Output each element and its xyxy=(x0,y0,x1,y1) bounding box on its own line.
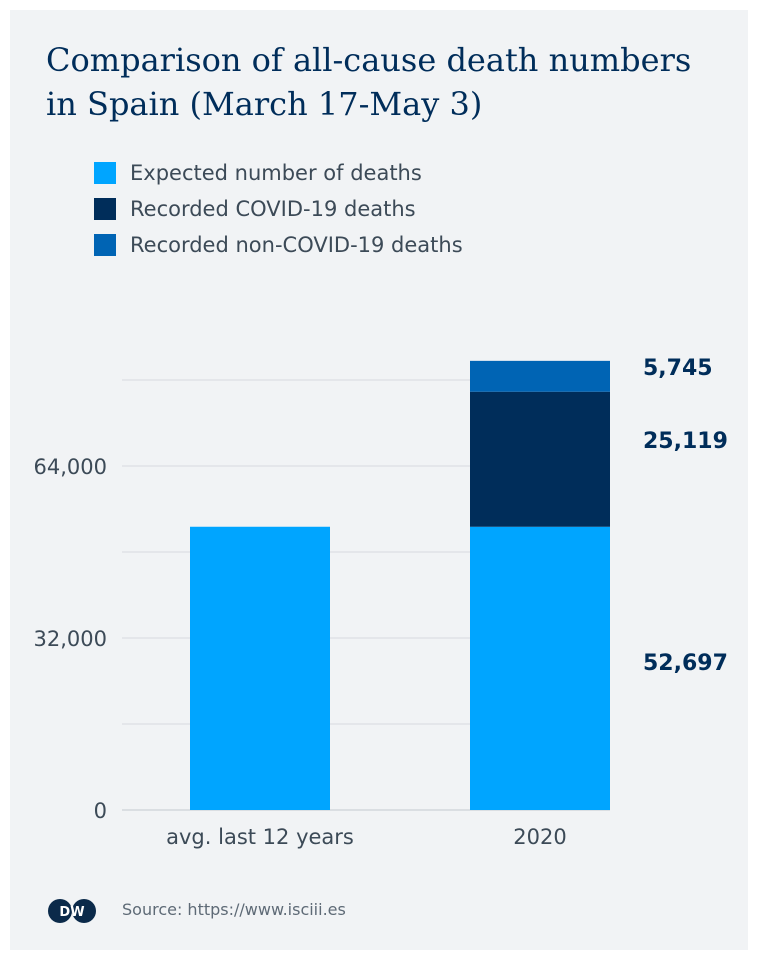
y-tick-label: 32,000 xyxy=(34,627,107,651)
bar-segment-2020-0 xyxy=(470,526,610,810)
source-note: Source: https://www.isciii.es xyxy=(122,900,346,919)
y-tick-label: 64,000 xyxy=(34,455,107,479)
data-label: 25,119 xyxy=(643,429,728,454)
dw-logo-text: DW xyxy=(59,905,84,920)
bar-segment-avg-0 xyxy=(190,526,330,810)
bar-segment-2020-1 xyxy=(470,391,610,527)
x-tick-label: 2020 xyxy=(513,825,566,849)
data-label: 5,745 xyxy=(643,356,713,381)
y-tick-label: 0 xyxy=(94,799,107,823)
chart-title: Comparison of all-cause death numbers in… xyxy=(46,41,692,123)
x-tick-label: avg. last 12 years xyxy=(166,825,354,849)
bar-chart: 0 32,000 64,000 avg. last 12 years 2020 52,69… xyxy=(34,356,728,849)
legend-swatch-expected xyxy=(94,162,116,184)
legend-label-expected: Expected number of deaths xyxy=(130,161,422,185)
bar-segment-2020-2 xyxy=(470,360,610,392)
legend-label-non-covid: Recorded non-COVID-19 deaths xyxy=(130,233,463,257)
chart-card: Comparison of all-cause death numbers in… xyxy=(10,10,748,950)
data-label: 52,697 xyxy=(643,651,728,676)
legend-swatch-covid xyxy=(94,198,116,220)
legend-label-covid: Recorded COVID-19 deaths xyxy=(130,197,416,221)
legend-swatch-non-covid xyxy=(94,234,116,256)
dw-logo: DW xyxy=(48,899,96,923)
